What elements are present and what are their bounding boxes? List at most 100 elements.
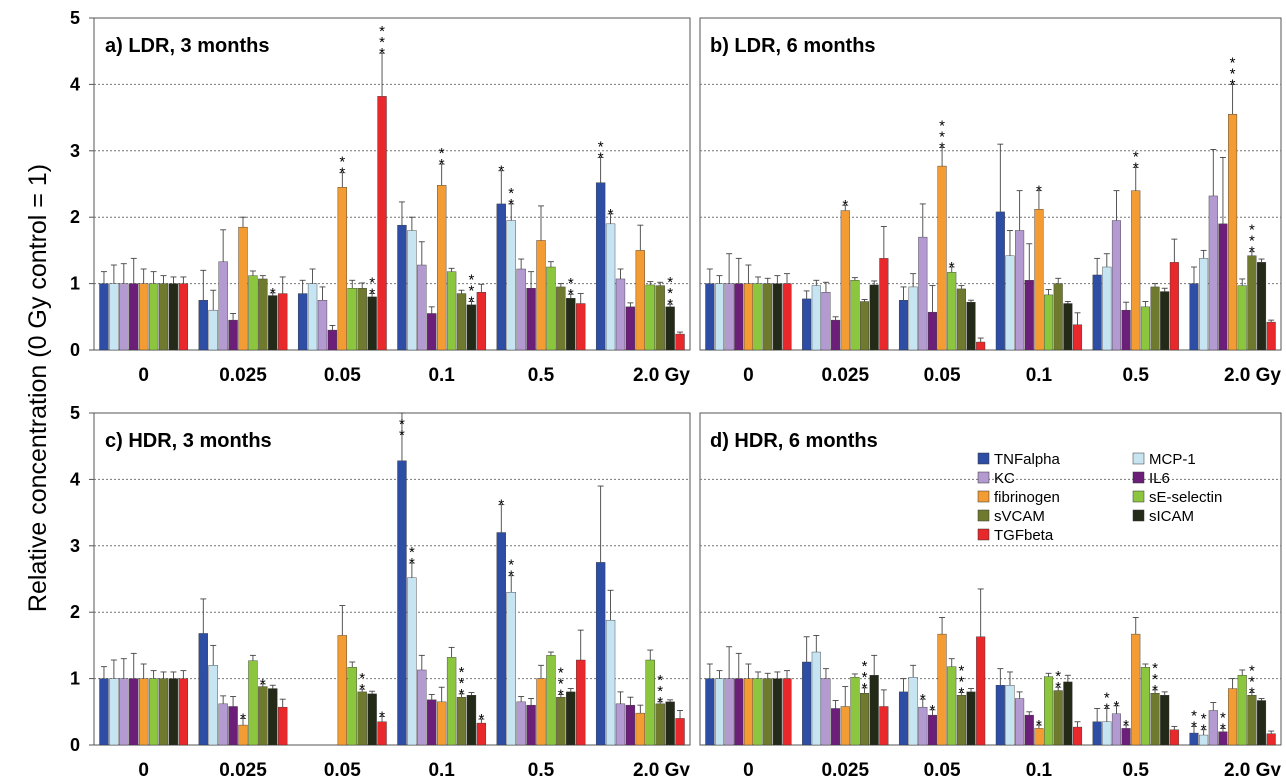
bar-se-selectin [347,667,357,746]
significance-star: * [379,45,385,62]
panel-title: a) LDR, 3 months [105,35,269,57]
bar-mcp-1 [605,619,616,746]
significance-star: * [469,272,475,289]
bar-il6 [625,704,636,746]
legend-label: KC [994,470,1015,487]
bar-kc [317,300,328,351]
bar-tnfalpha [705,678,715,746]
significance-star: * [949,259,955,276]
legend-swatch [977,490,990,503]
significance-star: * [508,568,514,585]
significance-star: * [459,664,465,681]
bar-tnfalpha [397,224,407,351]
bar-fibrinogen [337,187,347,351]
bar-tgfbeta [675,333,685,351]
legend-swatch [977,528,990,541]
bar-tgfbeta [178,678,189,746]
bar-fibrinogen [1228,114,1238,351]
bar-sicam [367,693,377,746]
bar-mcp-1 [1005,685,1015,746]
bar-tgfbeta [782,283,792,351]
bar-svcam [1247,255,1257,351]
legend-label: TGFbeta [994,527,1054,544]
bar-kc [1208,195,1218,351]
bar-mcp-1 [714,678,724,746]
category-label: 0 [743,365,754,386]
category-label: 0.025 [821,760,869,776]
bar-kc [918,706,928,746]
bar-svcam [158,678,169,746]
significance-star: * [469,294,475,311]
bar-svcam [357,691,367,746]
significance-star: * [1201,722,1207,739]
significance-star: * [1036,717,1042,734]
legend-swatch [977,509,990,522]
bar-mcp-1 [1005,255,1015,351]
bar-mcp-1 [307,283,318,351]
legend-swatch [1132,452,1145,465]
category-label: 0.5 [1123,365,1150,386]
bar-sicam [1063,681,1073,746]
bar-sicam [966,691,976,746]
significance-star: * [1114,698,1120,715]
bar-il6 [831,319,841,351]
bar-se-selectin [148,283,159,351]
significance-star: * [862,658,868,675]
significance-star: * [862,680,868,697]
bar-tgfbeta [879,706,889,746]
bar-fibrinogen [743,678,753,746]
bar-mcp-1 [208,665,218,746]
bar-kc [119,678,129,746]
bar-se-selectin [947,272,957,351]
y-tick-label: 2 [70,207,80,227]
category-label: 0.05 [324,365,361,386]
significance-star: * [359,670,365,687]
category-label: 0.025 [219,365,267,386]
bar-mcp-1 [1102,266,1112,351]
bar-sicam [466,695,477,746]
bar-sicam [1160,291,1170,351]
bar-svcam [158,283,169,351]
bar-fibrinogen [1034,209,1044,351]
bar-se-selectin [248,275,258,351]
significance-star: * [508,557,514,574]
significance-star: * [598,149,604,166]
y-tick-label: 0 [70,340,80,360]
bar-fibrinogen [937,633,947,746]
bar-mcp-1 [506,592,516,746]
bar-tnfalpha [198,300,208,351]
bar-tgfbeta [1266,733,1276,746]
bar-se-selectin [850,280,860,351]
panel-title: c) HDR, 3 months [105,430,272,452]
bar-fibrinogen [437,701,447,746]
bar-se-selectin [546,655,556,746]
bar-tgfbeta [377,96,387,351]
bar-kc [516,701,526,746]
bar-tgfbeta [1169,262,1179,351]
bar-kc [724,678,734,746]
bar-svcam [456,696,467,746]
category-label: 0.5 [528,760,555,776]
significance-star: * [930,702,936,719]
bar-mcp-1 [605,223,616,351]
bar-fibrinogen [840,706,850,746]
significance-star: * [1249,685,1255,702]
bar-se-selectin [546,266,556,351]
legend-label: sE-selectin [1149,489,1222,506]
legend-label: IL6 [1149,470,1170,487]
significance-star: * [399,416,405,433]
bar-se-selectin [148,678,159,746]
bar-sicam [1257,262,1267,351]
bar-tgfbeta [782,678,792,746]
bar-svcam [556,696,566,746]
y-tick-label: 5 [70,403,80,423]
significance-star: * [459,686,465,703]
bar-sicam [966,301,976,351]
bar-tnfalpha [1092,274,1102,351]
significance-star: * [459,675,465,692]
bar-svcam [1053,690,1063,746]
bar-mcp-1 [109,283,119,351]
bar-sicam [466,304,477,351]
significance-star: * [439,145,445,162]
legend-label: sICAM [1149,508,1194,525]
